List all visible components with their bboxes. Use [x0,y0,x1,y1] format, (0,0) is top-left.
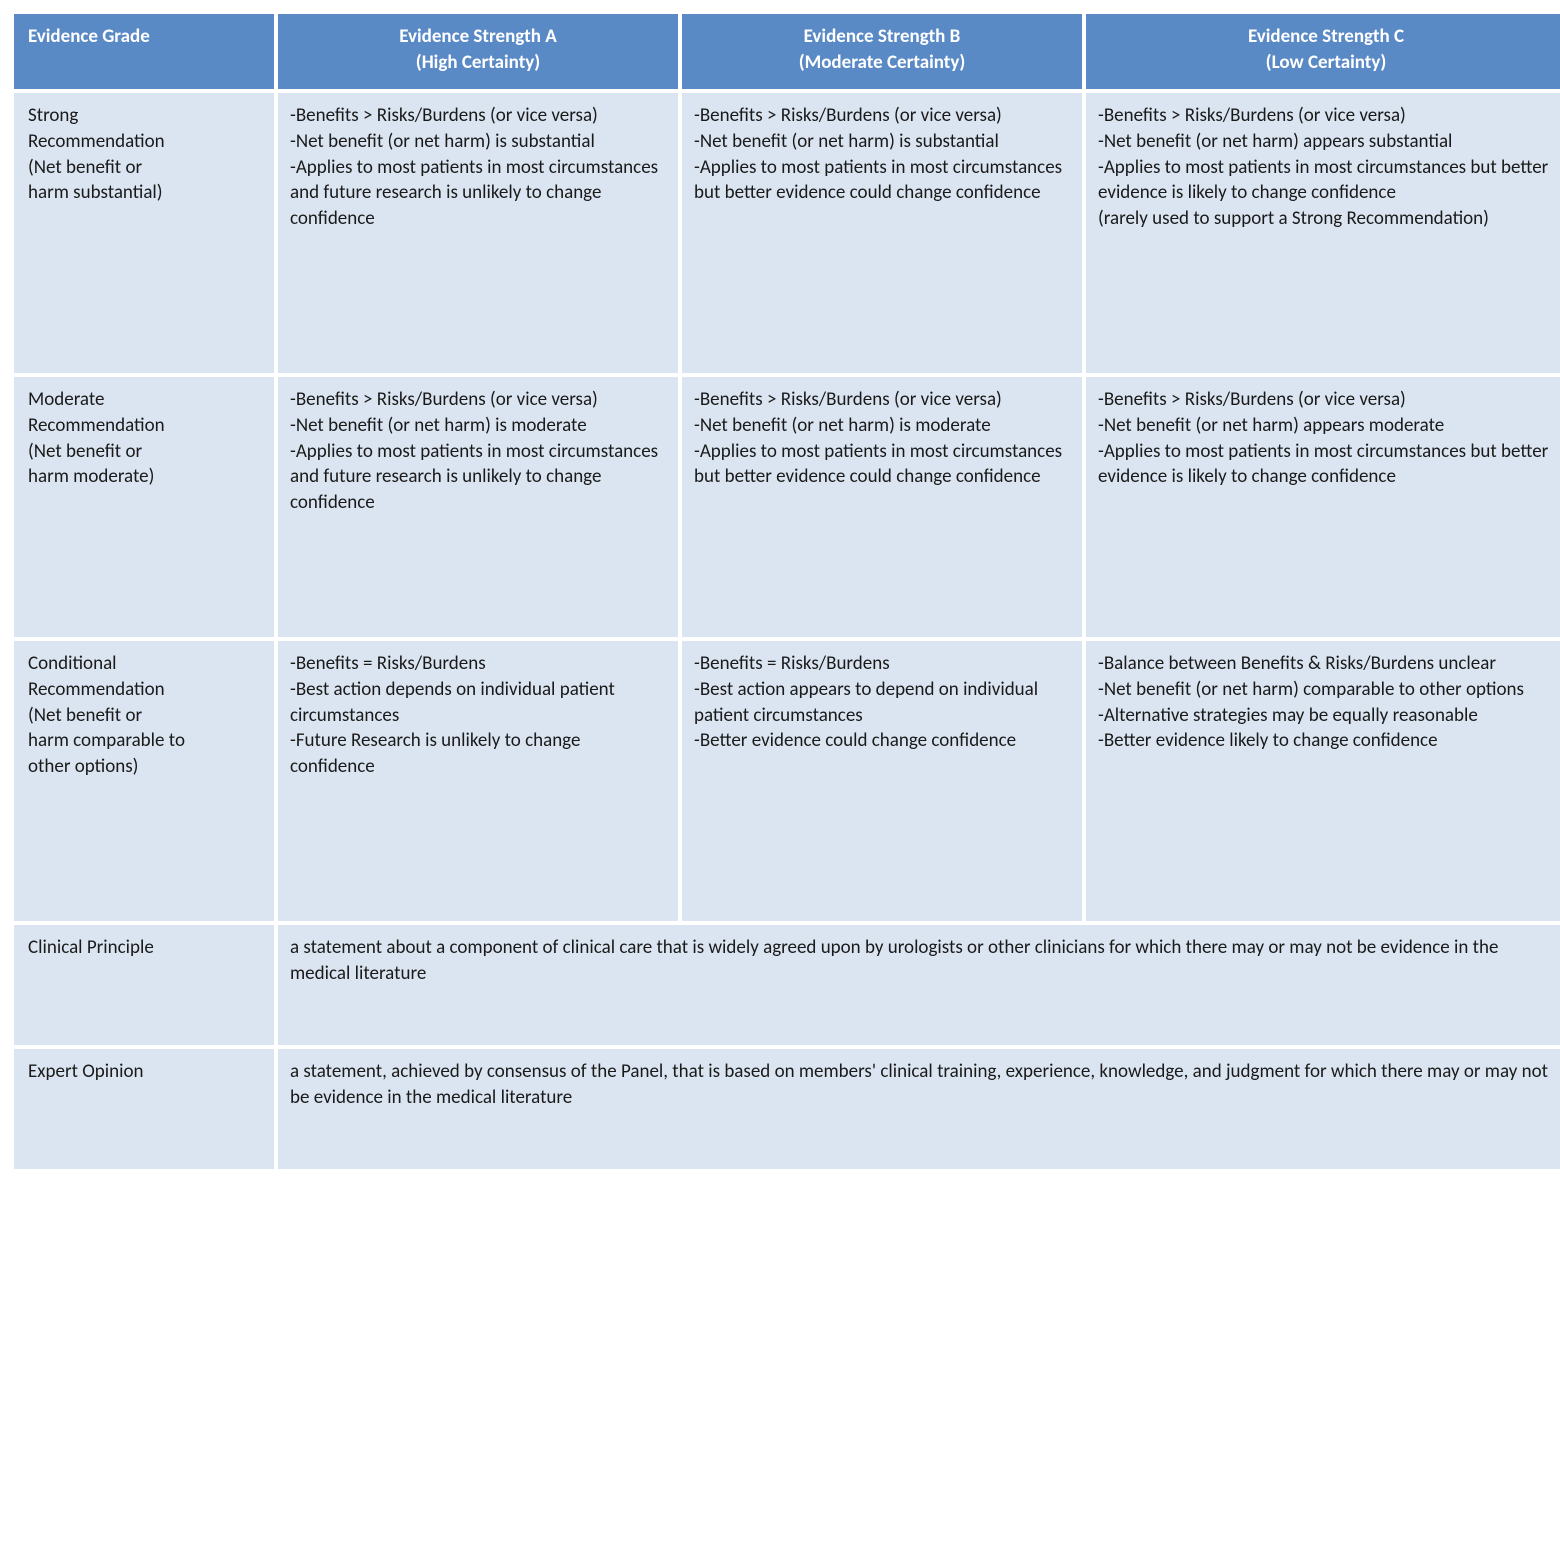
bullet-line: -Benefits > Risks/Burdens (or vice versa… [694,103,1070,129]
cell-strength-a: -Benefits > Risks/Burdens (or vice versa… [278,93,678,373]
evidence-grade-table: Evidence Grade Evidence Strength A (High… [10,10,1560,1173]
cell-strength-a: -Benefits = Risks/Burdens-Best action de… [278,641,678,921]
table-row: Expert Opiniona statement, achieved by c… [14,1049,1560,1169]
row-label: ConditionalRecommendation(Net benefit or… [14,641,274,921]
cell-strength-b: -Benefits > Risks/Burdens (or vice versa… [682,377,1082,637]
cell-strength-b: -Benefits > Risks/Burdens (or vice versa… [682,93,1082,373]
cell-strength-b: -Benefits = Risks/Burdens-Best action ap… [682,641,1082,921]
table-row: ConditionalRecommendation(Net benefit or… [14,641,1560,921]
bullet-line: -Applies to most patients in most circum… [290,155,666,232]
bullet-line: -Better evidence likely to change confid… [1098,728,1554,754]
cell-strength-c: -Balance between Benefits & Risks/Burden… [1086,641,1560,921]
bullet-line: -Net benefit (or net harm) is moderate [290,413,666,439]
bullet-line: -Future Research is unlikely to change c… [290,728,666,779]
row-label: StrongRecommendation(Net benefit orharm … [14,93,274,373]
header-row: Evidence Grade Evidence Strength A (High… [14,14,1560,89]
row-label: ModerateRecommendation(Net benefit orhar… [14,377,274,637]
bullet-line: -Better evidence could change confidence [694,728,1070,754]
table-row: StrongRecommendation(Net benefit orharm … [14,93,1560,373]
bullet-line: (rarely used to support a Strong Recomme… [1098,206,1554,232]
bullet-line: -Best action depends on individual patie… [290,677,666,728]
header-strength-c: Evidence Strength C (Low Certainty) [1086,14,1560,89]
header-evidence-grade: Evidence Grade [14,14,274,89]
header-strength-b: Evidence Strength B (Moderate Certainty) [682,14,1082,89]
bullet-line: -Net benefit (or net harm) is substantia… [290,129,666,155]
bullet-line: -Benefits > Risks/Burdens (or vice versa… [694,387,1070,413]
bullet-line: -Net benefit (or net harm) is moderate [694,413,1070,439]
bullet-line: -Net benefit (or net harm) appears moder… [1098,413,1554,439]
bullet-line: -Balance between Benefits & Risks/Burden… [1098,651,1554,677]
spanned-cell: a statement, achieved by consensus of th… [278,1049,1560,1169]
cell-strength-c: -Benefits > Risks/Burdens (or vice versa… [1086,377,1560,637]
bullet-line: -Applies to most patients in most circum… [694,439,1070,490]
row-label: Clinical Principle [14,925,274,1045]
bullet-line: -Net benefit (or net harm) comparable to… [1098,677,1554,703]
bullet-line: -Net benefit (or net harm) is substantia… [694,129,1070,155]
bullet-line: -Benefits > Risks/Burdens (or vice versa… [1098,103,1554,129]
bullet-line: -Applies to most patients in most circum… [694,155,1070,206]
header-strength-a: Evidence Strength A (High Certainty) [278,14,678,89]
bullet-line: -Best action appears to depend on indivi… [694,677,1070,728]
bullet-line: -Benefits = Risks/Burdens [290,651,666,677]
bullet-line: -Benefits > Risks/Burdens (or vice versa… [290,103,666,129]
bullet-line: -Applies to most patients in most circum… [290,439,666,516]
bullet-line: -Net benefit (or net harm) appears subst… [1098,129,1554,155]
bullet-line: -Applies to most patients in most circum… [1098,155,1554,206]
table-row: ModerateRecommendation(Net benefit orhar… [14,377,1560,637]
row-label: Expert Opinion [14,1049,274,1169]
bullet-line: -Benefits = Risks/Burdens [694,651,1070,677]
cell-strength-a: -Benefits > Risks/Burdens (or vice versa… [278,377,678,637]
bullet-line: -Benefits > Risks/Burdens (or vice versa… [1098,387,1554,413]
table-row: Clinical Principlea statement about a co… [14,925,1560,1045]
bullet-line: -Benefits > Risks/Burdens (or vice versa… [290,387,666,413]
cell-strength-c: -Benefits > Risks/Burdens (or vice versa… [1086,93,1560,373]
bullet-line: -Applies to most patients in most circum… [1098,439,1554,490]
spanned-cell: a statement about a component of clinica… [278,925,1560,1045]
bullet-line: -Alternative strategies may be equally r… [1098,703,1554,729]
